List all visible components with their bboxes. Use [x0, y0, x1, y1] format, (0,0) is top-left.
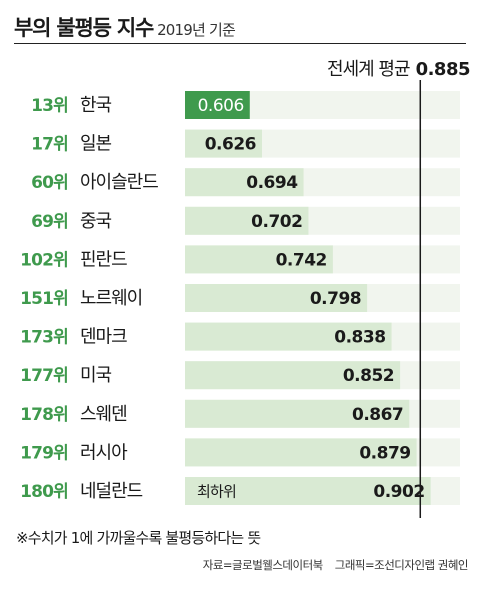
bar [185, 438, 417, 467]
bar [185, 129, 262, 158]
bar [185, 206, 309, 235]
country-label: 한국 [80, 95, 112, 116]
value-label: 0.694 [246, 173, 298, 193]
country-label: 아이슬란드 [80, 172, 158, 193]
value-label: 0.879 [359, 443, 410, 463]
value-label: 0.867 [352, 405, 403, 425]
country-label: 중국 [80, 211, 112, 232]
title-divider [14, 43, 466, 44]
country-label: 스웨덴 [80, 404, 127, 425]
rank-label: 102위 [20, 250, 68, 270]
bar [185, 284, 368, 312]
rank-label: 177위 [20, 366, 68, 386]
rank-label: 180위 [20, 482, 68, 502]
rank-label: 60위 [31, 173, 68, 193]
rank-label: 178위 [20, 405, 68, 425]
rank-label: 173위 [20, 328, 68, 348]
value-label: 0.606 [198, 96, 244, 116]
graphic-credit: 그래픽=조선디자인랩 권혜인 [334, 558, 469, 572]
rank-label: 179위 [20, 443, 68, 463]
rank-label: 17위 [31, 135, 68, 155]
bar [185, 477, 431, 505]
rank-label: 69위 [31, 212, 68, 232]
bar [185, 399, 410, 428]
country-label: 핀란드 [80, 249, 127, 270]
credits: 자료=글로벌웰스데이터북 그래픽=조선디자인랩 권혜인 [202, 557, 469, 573]
footnote: ※수치가 1에 가까울수록 불평등하다는 뜻 [16, 529, 261, 547]
value-label: 0.838 [334, 328, 385, 348]
bar [185, 168, 304, 197]
bar [185, 322, 392, 351]
value-label: 0.702 [251, 212, 302, 232]
country-label: 미국 [80, 365, 112, 386]
country-label: 네덜란드 [80, 481, 143, 502]
rank-label: 151위 [20, 289, 68, 309]
country-label: 러시아 [80, 442, 128, 463]
country-label: 일본 [80, 134, 112, 155]
average-label-text: 전세계 평균 [327, 59, 411, 80]
average-label: 전세계 평균 0.885 [327, 55, 470, 81]
source-credit: 자료=글로벌웰스데이터북 [202, 558, 324, 572]
value-label: 0.626 [205, 135, 256, 155]
country-label: 덴마크 [80, 327, 127, 348]
chart-title-row: 부의 불평등 지수 2019년 기준 [14, 12, 236, 42]
value-label: 0.742 [276, 250, 327, 270]
bar [185, 361, 401, 390]
value-label: 0.798 [310, 289, 361, 309]
annotation-label: 최하위 [197, 483, 236, 501]
chart-subtitle: 2019년 기준 [157, 21, 236, 39]
bar [185, 91, 250, 119]
chart-title: 부의 불평등 지수 [14, 16, 154, 40]
rank-label: 13위 [31, 96, 68, 116]
average-value: 0.885 [415, 59, 471, 80]
bar [185, 245, 333, 274]
value-label: 0.902 [373, 482, 424, 502]
value-label: 0.852 [343, 366, 394, 386]
country-label: 노르웨이 [80, 288, 142, 309]
